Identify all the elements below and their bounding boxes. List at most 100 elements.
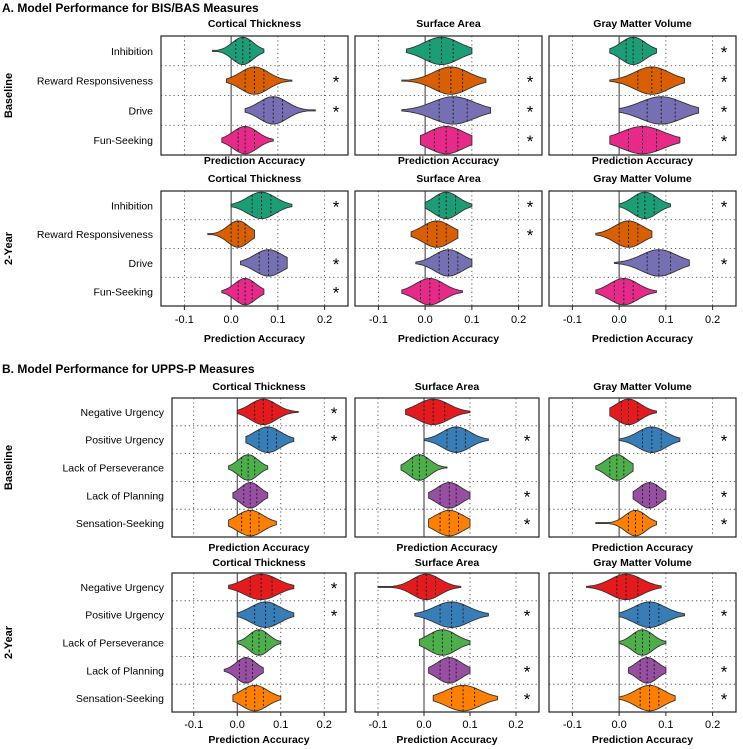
panel-b-2-year-cortical-thickness: Cortical Thickness * Negative Urgency * Posi… (3, 557, 347, 746)
violin-reward-responsiveness (401, 66, 487, 95)
x-tick-label: 0.0 (611, 719, 626, 731)
x-tick-label: 0.1 (464, 314, 479, 326)
significance-star: * (721, 102, 728, 121)
significance-star: * (721, 662, 728, 681)
panel-a-baseline-cortical-thickness: Cortical Thickness Inhibition * Reward Resp… (3, 18, 349, 167)
violin-negative-urgency (609, 398, 657, 426)
panel-title: Surface Area (416, 18, 481, 30)
panel-title: Gray Matter Volume (593, 381, 692, 393)
violin-positive-urgency (245, 426, 295, 453)
violin-sensation-seeking (432, 684, 499, 712)
panel-frame (171, 572, 347, 713)
significance-star: * (721, 690, 728, 709)
violin-fun-seeking (221, 277, 265, 306)
significance-star: * (721, 43, 728, 62)
panel-title: Cortical Thickness (212, 557, 306, 569)
violin-reward-responsiveness (207, 220, 255, 248)
y-tick-label: Reward Responsiveness (37, 229, 153, 241)
significance-star: * (333, 73, 340, 92)
row-group-label: 2-Year (3, 231, 15, 265)
x-tick-label: -0.1 (563, 719, 582, 731)
panel-a-2-year-cortical-thickness: Cortical Thickness * Inhibition Reward Resp… (3, 173, 349, 345)
x-axis-label: Prediction Accuracy (398, 155, 499, 167)
panel-title: Surface Area (415, 381, 480, 393)
y-tick-label: Reward Responsiveness (37, 76, 153, 88)
x-tick-label: 0.0 (417, 314, 432, 326)
x-tick-label: 0.0 (230, 719, 245, 731)
significance-star: * (331, 607, 338, 626)
significance-star: * (524, 662, 531, 681)
panel-a-baseline-surface-area: Surface Area * * * Prediction Accuracy (354, 18, 543, 167)
panel-title: Gray Matter Volume (593, 173, 692, 185)
y-tick-label: Negative Urgency (81, 582, 165, 594)
significance-star: * (721, 255, 728, 274)
violin-reward-responsiveness (410, 220, 459, 248)
y-tick-label: Inhibition (111, 46, 153, 58)
x-tick-label: 0.0 (611, 314, 626, 326)
significance-star: * (333, 284, 340, 303)
significance-star: * (333, 197, 340, 216)
x-tick-label: -0.1 (369, 719, 388, 731)
x-axis-label: Prediction Accuracy (592, 155, 693, 167)
violin-negative-urgency (585, 573, 662, 601)
panel-a-2-year-gray-matter-volume: Gray Matter Volume * * Prediction Accuracy-… (548, 173, 737, 345)
significance-star: * (527, 132, 534, 151)
x-axis-label: Prediction Accuracy (208, 734, 309, 746)
panel-title: Cortical Thickness (212, 381, 306, 393)
violin-fun-seeking (221, 125, 274, 155)
violin-inhibition (424, 191, 473, 220)
violin-positive-urgency (618, 601, 686, 628)
panel-title: Cortical Thickness (208, 18, 302, 30)
violin-reward-responsiveness (225, 66, 293, 95)
x-axis-label: Prediction Accuracy (396, 542, 497, 554)
x-tick-label: 0.1 (658, 314, 673, 326)
violin-lack-of-planning (223, 657, 264, 684)
x-tick-label: 0.2 (508, 719, 523, 731)
x-tick-label: 0.1 (273, 719, 288, 731)
significance-star: * (721, 607, 728, 626)
y-tick-label: Drive (128, 105, 153, 117)
violin-inhibition (211, 36, 265, 65)
x-tick-label: 0.2 (317, 314, 332, 326)
panel-frame (548, 572, 737, 713)
significance-star: * (721, 487, 728, 506)
violin-drive (244, 96, 316, 125)
y-tick-label: Fun-Seeking (93, 135, 153, 147)
y-tick-label: Fun-Seeking (93, 287, 153, 299)
y-tick-label: Drive (128, 258, 153, 270)
violin-panels: Cortical Thickness Inhibition * Reward Resp… (3, 18, 737, 746)
significance-star: * (331, 579, 338, 598)
violin-sensation-seeking (595, 509, 657, 537)
violin-fun-seeking (609, 125, 681, 155)
y-tick-label: Lack of Planning (86, 665, 164, 677)
significance-star: * (527, 197, 534, 216)
x-tick-label: -0.1 (369, 314, 388, 326)
significance-star: * (527, 102, 534, 121)
x-axis-label: Prediction Accuracy (592, 333, 693, 345)
y-tick-label: Lack of Planning (86, 490, 164, 502)
significance-star: * (721, 515, 728, 534)
violin-drive (401, 96, 492, 125)
y-tick-label: Sensation-Seeking (76, 693, 164, 705)
violin-drive (240, 249, 288, 277)
violin-reward-responsiveness (595, 220, 653, 248)
x-tick-label: 0.1 (270, 314, 285, 326)
y-tick-label: Positive Urgency (85, 435, 165, 447)
panel-b-2-year-gray-matter-volume: Gray Matter Volume * * * Prediction Accuracy… (548, 557, 737, 746)
violin-positive-urgency (618, 426, 681, 453)
violin-sensation-seeking (228, 509, 277, 537)
significance-star: * (721, 432, 728, 451)
y-tick-label: Sensation-Seeking (76, 518, 164, 530)
x-tick-label: 0.1 (462, 719, 477, 731)
y-tick-label: Negative Urgency (81, 407, 165, 419)
panel-frame (354, 572, 540, 713)
x-tick-label: 0.2 (705, 719, 720, 731)
significance-star: * (524, 515, 531, 534)
row-group-label: 2-Year (3, 625, 15, 659)
x-tick-label: 0.2 (317, 719, 332, 731)
row-group-label: Baseline (3, 445, 15, 490)
x-tick-label: 0.2 (705, 314, 720, 326)
significance-star: * (331, 404, 338, 423)
violin-reward-responsiveness (609, 66, 686, 95)
